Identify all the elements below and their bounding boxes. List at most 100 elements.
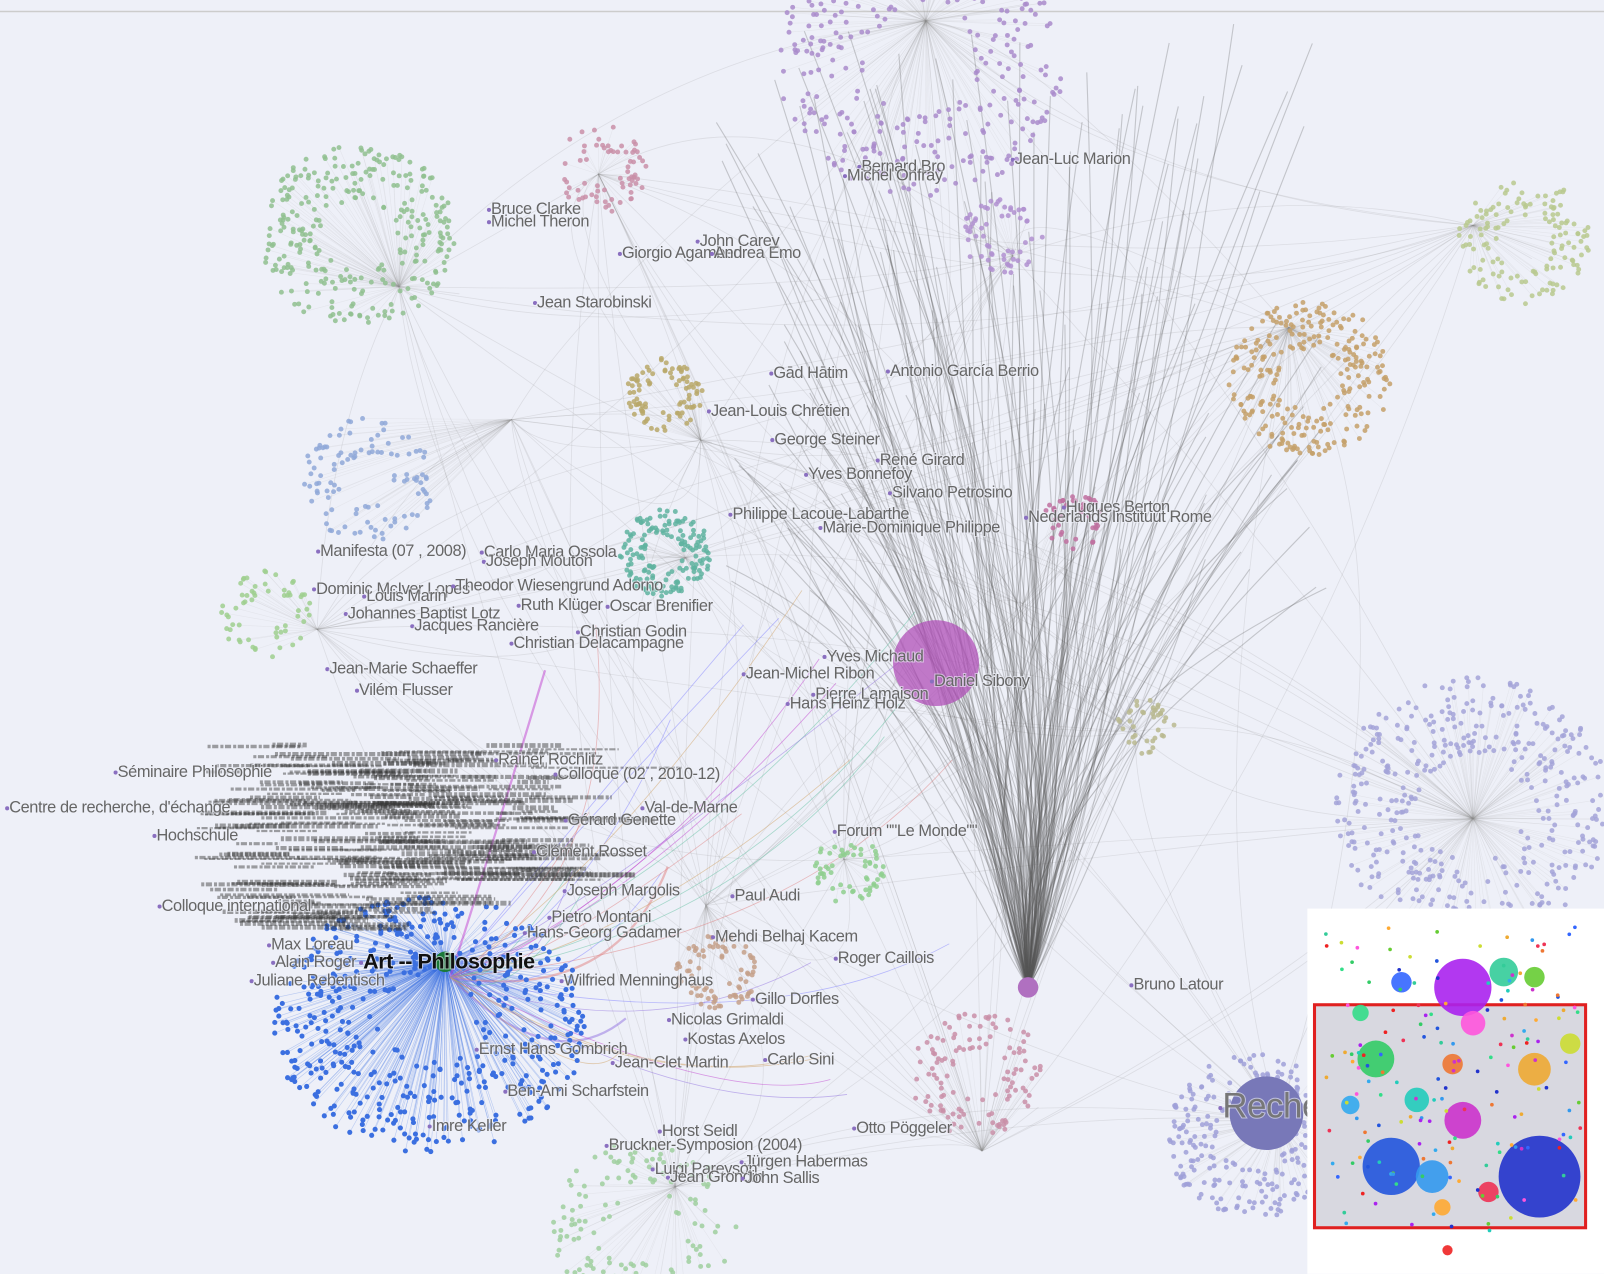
node-dot	[1023, 1099, 1028, 1104]
page: {"nodes": [ {"label": "Bernard Bro"}, {"…	[0, 0, 1604, 1274]
node-dot	[694, 391, 699, 396]
node-dot	[814, 94, 819, 99]
node-dot	[1302, 1195, 1307, 1200]
node-dot	[993, 1025, 998, 1030]
node-dot	[401, 311, 406, 316]
node-dot	[858, 852, 863, 857]
node-dot	[1012, 210, 1017, 215]
node-dot	[1342, 817, 1347, 822]
node-dot	[1406, 870, 1411, 875]
node-dot	[1013, 18, 1018, 23]
node-dot	[1416, 877, 1421, 882]
node-dot	[664, 360, 669, 365]
node-dot	[387, 316, 392, 321]
node-dot	[323, 268, 328, 273]
node-dot	[1556, 886, 1561, 891]
node-dot	[863, 859, 868, 864]
node-dot	[1535, 721, 1540, 726]
node-dot	[577, 1192, 582, 1197]
node-dot	[954, 1048, 959, 1053]
node-dot	[635, 518, 640, 523]
node-dot	[336, 530, 341, 535]
node-dot	[1398, 826, 1403, 831]
node-dot	[871, 7, 876, 12]
node-dot	[697, 568, 702, 573]
node-dot	[1156, 703, 1161, 708]
node-dot	[629, 190, 634, 195]
node-dot	[451, 241, 456, 246]
graph-view[interactable]: Bernard BroMichel OnfrayJean-Luc MarionB…	[0, 0, 1604, 1274]
node-dot	[421, 212, 426, 217]
node-dot	[1390, 828, 1395, 833]
node-dot	[1238, 402, 1243, 407]
node-dot	[1461, 709, 1466, 714]
node-dot	[642, 546, 647, 551]
node-dot	[318, 223, 323, 228]
node-dot	[1555, 212, 1560, 217]
node-dot	[1493, 226, 1498, 231]
node-dot	[244, 593, 249, 598]
node-dot	[1528, 202, 1533, 207]
node-dot	[692, 565, 697, 570]
node-dot	[570, 1217, 575, 1222]
node-dot	[420, 183, 425, 188]
node-dot	[634, 551, 639, 556]
node-dot	[961, 158, 966, 163]
node-dot	[1002, 96, 1007, 101]
node-dot	[628, 404, 633, 409]
node-dot	[701, 532, 706, 537]
node-dot	[337, 433, 342, 438]
node-dot	[1355, 868, 1360, 873]
node-dot	[609, 197, 614, 202]
node-dot	[640, 370, 645, 375]
node-dot	[1353, 764, 1358, 769]
node-dot	[322, 444, 327, 449]
node-dot	[1305, 419, 1310, 424]
node-dot	[627, 390, 632, 395]
node-dot	[1227, 1080, 1232, 1085]
node-dot	[625, 1168, 630, 1173]
node-dot	[343, 175, 348, 180]
node-dot	[1030, 119, 1035, 124]
node-dot	[1207, 1064, 1212, 1069]
node-dot	[563, 161, 568, 166]
node-dot	[1210, 1145, 1215, 1150]
node-dot	[816, 881, 821, 886]
node-dot	[1529, 785, 1534, 790]
node-dot	[398, 1125, 403, 1130]
node-dot	[434, 203, 439, 208]
node-dot	[1551, 234, 1556, 239]
node-dot	[1547, 816, 1552, 821]
node-dot	[1477, 711, 1482, 716]
node-dot	[1002, 270, 1007, 275]
node-dot	[1024, 262, 1029, 267]
node-dot	[1488, 700, 1493, 705]
node-dot	[1303, 1145, 1308, 1150]
node-dot	[1478, 267, 1483, 272]
node-dot	[979, 254, 984, 259]
node-dot	[577, 1267, 582, 1272]
node-dot	[1191, 1143, 1196, 1148]
node-dot	[1251, 1053, 1256, 1058]
node-dot	[353, 195, 358, 200]
node-dot	[286, 217, 291, 222]
node-dot	[1422, 768, 1427, 773]
node-dot	[1116, 717, 1121, 722]
node-dot	[1516, 196, 1521, 201]
node-dot	[950, 1059, 955, 1064]
node-dot	[1172, 1124, 1177, 1129]
node-dot	[688, 959, 693, 964]
node-dot	[306, 173, 311, 178]
node-dot	[1265, 1182, 1270, 1187]
node-dot	[583, 194, 588, 199]
node-dot	[829, 74, 834, 79]
node-dot	[1439, 861, 1444, 866]
node-dot	[578, 1204, 583, 1209]
node-dot	[1525, 777, 1530, 782]
node-dot	[1257, 374, 1262, 379]
node-dot	[1005, 1088, 1010, 1093]
node-dot	[1564, 798, 1569, 803]
node-dot	[1528, 701, 1533, 706]
node-dot	[1558, 233, 1563, 238]
node-dot	[1231, 369, 1236, 374]
